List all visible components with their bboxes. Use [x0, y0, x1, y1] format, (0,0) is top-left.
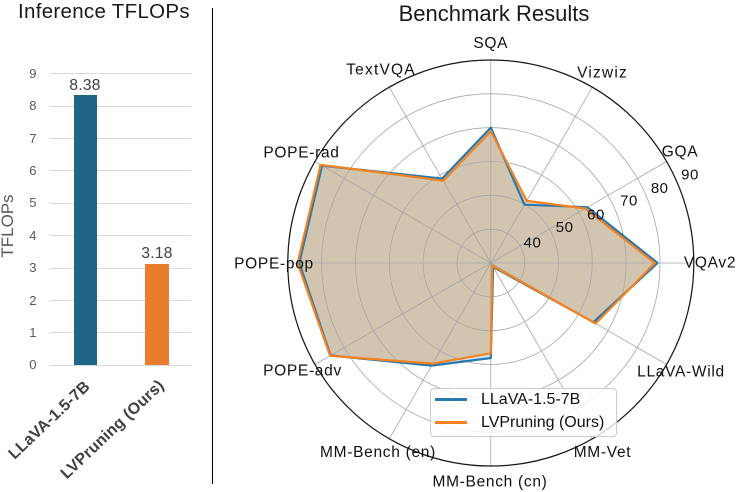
svg-text:70: 70 — [620, 193, 638, 210]
svg-text:VQAv2: VQAv2 — [684, 255, 736, 272]
svg-text:GQA: GQA — [662, 144, 699, 161]
svg-text:MM-Bench (en): MM-Bench (en) — [320, 444, 436, 461]
svg-text:Vizwiz: Vizwiz — [577, 65, 628, 82]
svg-text:LLaVA-Wild: LLaVA-Wild — [637, 364, 725, 381]
svg-text:MM-Vet: MM-Vet — [574, 444, 632, 461]
svg-text:50: 50 — [556, 219, 574, 236]
svg-text:60: 60 — [587, 206, 605, 223]
svg-text:SQA: SQA — [473, 35, 508, 52]
svg-text:80: 80 — [651, 180, 669, 197]
svg-text:40: 40 — [524, 235, 542, 252]
svg-text:TextVQA: TextVQA — [346, 62, 416, 79]
svg-text:POPE-rad: POPE-rad — [263, 145, 339, 162]
svg-text:POPE-adv: POPE-adv — [263, 363, 342, 380]
svg-text:90: 90 — [681, 167, 699, 184]
svg-text:POPE-pop: POPE-pop — [234, 256, 314, 273]
svg-text:MM-Bench (cn): MM-Bench (cn) — [432, 474, 547, 491]
